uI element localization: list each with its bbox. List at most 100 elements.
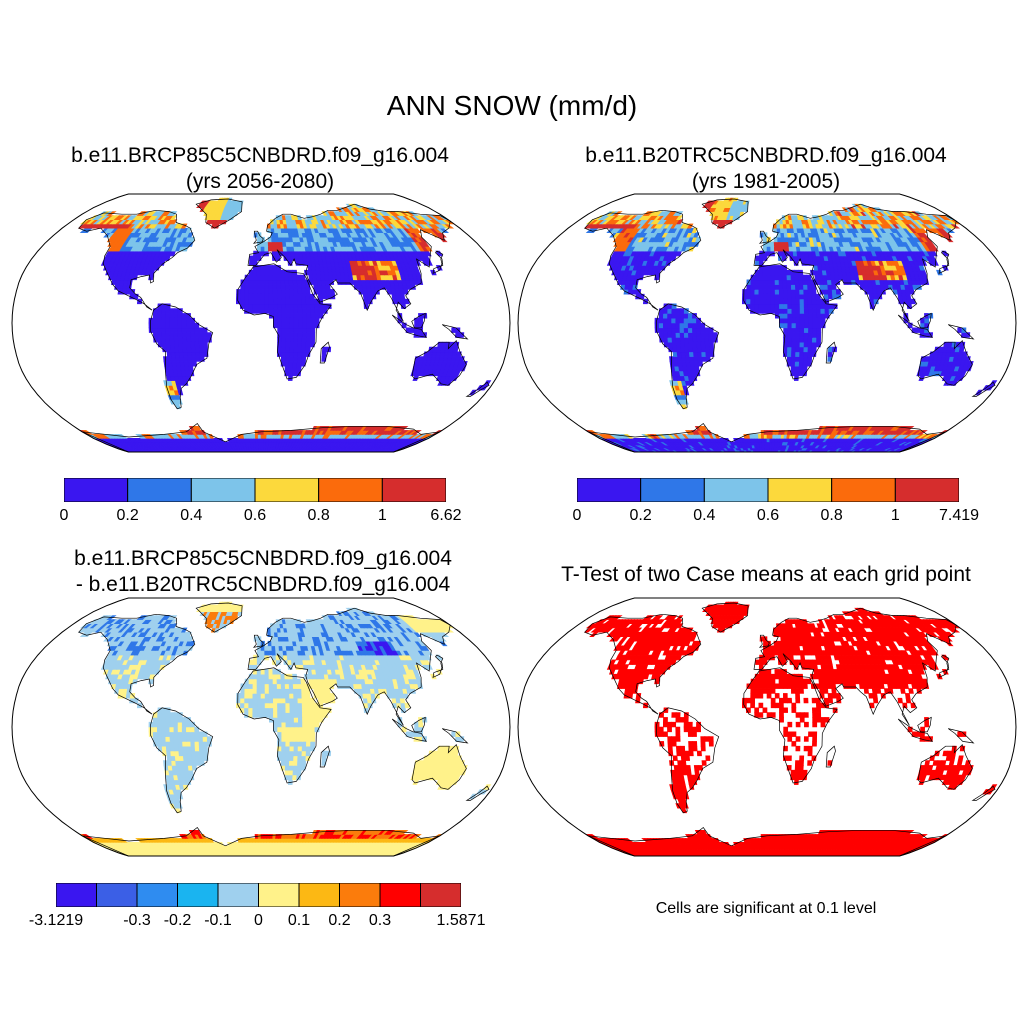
map-cell: [173, 332, 179, 338]
map-cell: [268, 308, 274, 314]
map-cell: [268, 284, 274, 290]
map-cell: [658, 313, 664, 319]
coastline-madagascar: [319, 341, 330, 364]
map-cell: [257, 438, 262, 443]
map-cell: [276, 284, 282, 290]
map-cell: [787, 293, 793, 300]
map-cell: [770, 246, 775, 252]
map-cell: [687, 327, 693, 333]
map-cell: [293, 284, 298, 290]
map-cell: [818, 279, 824, 285]
map-cell: [807, 341, 813, 348]
map-cell: [281, 303, 287, 309]
map-cell: [174, 346, 180, 353]
map-cell: [314, 317, 320, 324]
map-cell: [272, 289, 278, 295]
map-cell: [795, 346, 801, 353]
map-cell: [157, 322, 162, 329]
map-cell: [758, 303, 764, 309]
map-cell: [301, 303, 307, 309]
map-cell: [799, 308, 805, 314]
map-cell: [905, 293, 912, 300]
map-cell: [798, 361, 804, 367]
map-cell: [173, 327, 179, 333]
map-cell: [306, 308, 312, 314]
map-cell: [794, 356, 800, 362]
map-cell: [799, 327, 805, 333]
map-cell: [252, 265, 258, 271]
map-cell: [260, 303, 266, 309]
map-cell: [186, 332, 192, 338]
map-cell: [186, 337, 192, 343]
map-cell: [787, 308, 793, 314]
map-cell: [190, 346, 196, 353]
map-cell: [799, 313, 805, 319]
map-cell: [742, 289, 748, 295]
map-cell: [708, 332, 714, 338]
map-cell: [152, 313, 158, 319]
map-cell: [317, 289, 323, 295]
map-cell: [174, 341, 180, 348]
map-cell: [273, 317, 278, 324]
map-cell: [808, 327, 813, 333]
map-cell: [680, 341, 686, 348]
map-cell: [778, 274, 784, 281]
map-cell: [305, 346, 311, 353]
map-cell: [807, 356, 813, 362]
map-cell: [770, 265, 776, 271]
map-cell: [289, 317, 295, 324]
map-cell: [302, 317, 307, 324]
map-cell: [795, 351, 801, 357]
map-cell: [779, 308, 784, 314]
map-cell: [766, 284, 772, 290]
coastline-namerica: [78, 209, 196, 311]
map-cell: [305, 293, 311, 300]
map-cell: [256, 279, 262, 285]
map-cell: [277, 322, 283, 329]
map-cell: [161, 308, 167, 314]
map-cell: [194, 327, 200, 333]
map-cell: [835, 289, 841, 295]
map-cell: [803, 327, 809, 333]
map-cell: [827, 351, 833, 357]
map-cell: [411, 430, 422, 435]
map-cell: [766, 269, 772, 276]
coastline-indonesia: [391, 314, 428, 338]
map-cell: [754, 269, 760, 276]
map-cell: [671, 313, 677, 319]
map-cell: [754, 260, 760, 266]
map-cell: [754, 274, 760, 281]
map-cell: [181, 327, 187, 333]
map-cell: [301, 293, 307, 300]
map-cell: [198, 327, 204, 333]
map-cell: [633, 279, 639, 285]
map-cell: [289, 341, 295, 348]
map-cell: [288, 365, 294, 372]
map-cell: [310, 337, 316, 343]
map-cell: [161, 327, 167, 333]
map-cell: [281, 317, 287, 324]
map-cell: [169, 327, 175, 333]
map-cell: [791, 332, 797, 338]
map-cell: [794, 361, 800, 367]
map-cell: [786, 356, 792, 362]
map-cell: [237, 207, 242, 212]
map-cell: [285, 327, 291, 333]
map-cell: [915, 327, 921, 333]
map-cell: [317, 293, 323, 300]
map-cell: [758, 279, 764, 285]
map-cell: [273, 303, 278, 309]
map-cell: [778, 284, 784, 290]
map-cell: [782, 265, 788, 271]
map-cell: [244, 298, 250, 305]
map-cell: [741, 293, 747, 300]
map-cell: [165, 308, 171, 314]
map-cell: [812, 308, 818, 314]
map-cell: [185, 317, 191, 324]
map-cell: [281, 298, 287, 305]
map-cell: [758, 269, 764, 276]
map-cell: [285, 337, 291, 343]
map-cell: [811, 346, 817, 353]
map-cell: [321, 351, 327, 357]
map-cell: [783, 303, 789, 309]
